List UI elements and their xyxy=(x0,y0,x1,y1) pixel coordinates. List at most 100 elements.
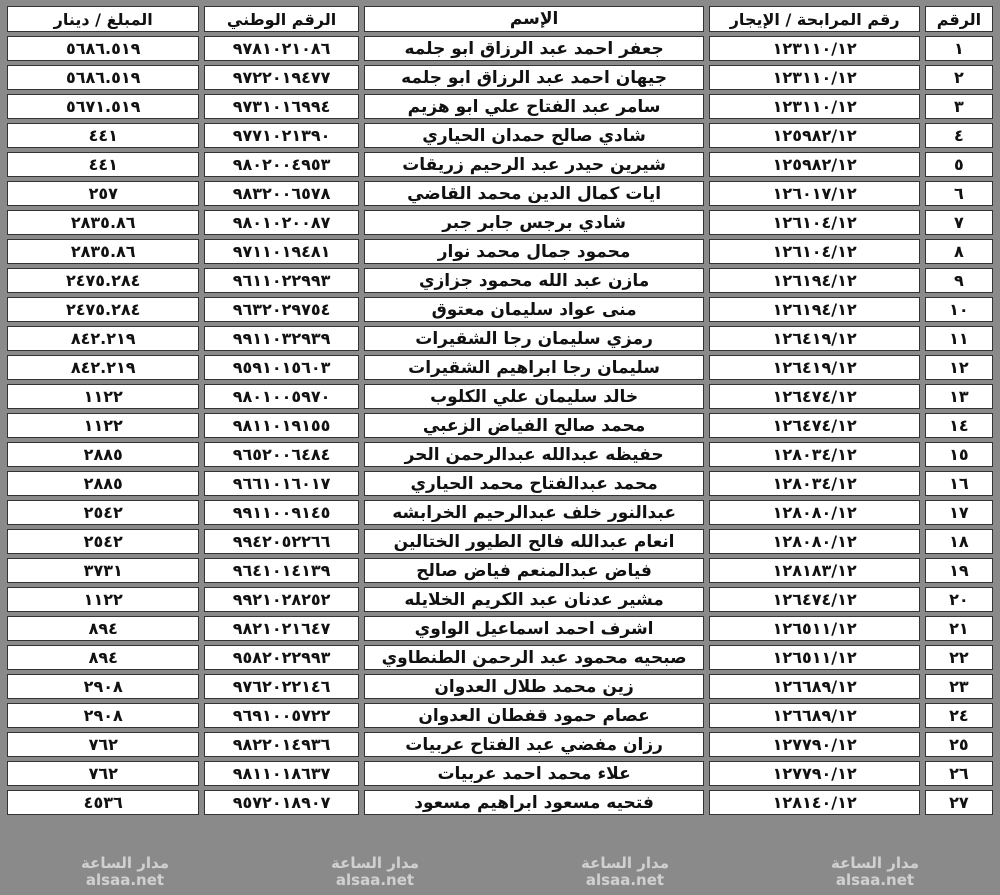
cell-murabaha-number: ١٢٧٧٩٠/١٢ xyxy=(709,761,920,786)
cell-national-id: ٩٨١١٠١٨٦٣٧ xyxy=(204,761,359,786)
cell-murabaha-number: ١٢٦٤١٩/١٢ xyxy=(709,326,920,351)
cell-number: ١٠ xyxy=(924,297,993,322)
cell-murabaha-number: ١٢٦١٠٤/١٢ xyxy=(709,210,920,235)
table-row: ٢ ١٢٣١١٠/١٢ جيهان احمد عبد الرزاق ابو جلمه… xyxy=(7,65,993,90)
watermark-url: alsaa.net xyxy=(335,871,415,889)
cell-number: ١٢ xyxy=(924,355,993,380)
cell-number: ٧ xyxy=(924,210,993,235)
cell-number: ٢١ xyxy=(924,616,993,641)
cell-national-id: ٩٧٧١٠٢١٣٩٠ xyxy=(204,123,359,148)
cell-name: سامر عبد الفتاح علي ابو هزيم xyxy=(363,94,705,119)
cell-national-id: ٩٥٧٢٠١٨٩٠٧ xyxy=(204,790,359,815)
cell-number: ١ xyxy=(924,36,993,61)
cell-name: حفيظه عبدالله عبدالرحمن الحر xyxy=(363,442,705,467)
cell-number: ٤ xyxy=(924,123,993,148)
table-row: ١١ ١٢٦٤١٩/١٢ رمزي سليمان رجا الشقيرات ٩٩١١٠… xyxy=(7,326,993,351)
table-row: ١٧ ١٢٨٠٨٠/١٢ عبدالنور خلف عبدالرحيم الخراب… xyxy=(7,500,993,525)
header-name: الإسم xyxy=(363,6,705,32)
cell-murabaha-number: ١٢٥٩٨٢/١٢ xyxy=(709,152,920,177)
table-row: ١٥ ١٢٨٠٣٤/١٢ حفيظه عبدالله عبدالرحمن الحر ٩… xyxy=(7,442,993,467)
cell-name: شادي برجس جابر جبر xyxy=(363,210,705,235)
cell-national-id: ٩٩١١٠٣٢٩٣٩ xyxy=(204,326,359,351)
cell-national-id: ٩٨٠١٠٠٥٩٧٠ xyxy=(204,384,359,409)
cell-amount: ٥٦٧١.٥١٩ xyxy=(7,94,200,119)
cell-murabaha-number: ١٢٦٦٨٩/١٢ xyxy=(709,674,920,699)
cell-amount: ٢٨٣٥.٨٦ xyxy=(7,210,200,235)
header-murabaha-number: رقم المرابحة / الإيجار xyxy=(709,6,920,32)
cell-murabaha-number: ١٢٣١١٠/١٢ xyxy=(709,94,920,119)
cell-amount: ٢٤٧٥.٢٨٤ xyxy=(7,268,200,293)
cell-national-id: ٩٧٢٢٠١٩٤٧٧ xyxy=(204,65,359,90)
cell-amount: ٥٦٨٦.٥١٩ xyxy=(7,36,200,61)
cell-name: رزان مفضي عبد الفتاح عربيات xyxy=(363,732,705,757)
cell-name: محمود جمال محمد نوار xyxy=(363,239,705,264)
cell-name: زين محمد طلال العدوان xyxy=(363,674,705,699)
cell-number: ٩ xyxy=(924,268,993,293)
cell-name: محمد صالح الفياض الزعبي xyxy=(363,413,705,438)
cell-murabaha-number: ١٢٨٠٣٤/١٢ xyxy=(709,442,920,467)
watermark: مدار الساعة alsaa.net xyxy=(831,855,919,889)
cell-number: ٢٢ xyxy=(924,645,993,670)
table-row: ١٨ ١٢٨٠٨٠/١٢ انعام عبدالله فالح الطيور الخ… xyxy=(7,529,993,554)
cell-murabaha-number: ١٢٨٠٨٠/١٢ xyxy=(709,529,920,554)
watermark-strip: مدار الساعة alsaa.net مدار الساعة alsaa.ne… xyxy=(0,852,1000,892)
cell-murabaha-number: ١٢٦٤١٩/١٢ xyxy=(709,355,920,380)
cell-name: مازن عبد الله محمود جزازي xyxy=(363,268,705,293)
watermark-url: alsaa.net xyxy=(835,871,915,889)
table-row: ٢٤ ١٢٦٦٨٩/١٢ عصام حمود قفطان العدوان ٩٦٩١٠٠… xyxy=(7,703,993,728)
cell-murabaha-number: ١٢٦٥١١/١٢ xyxy=(709,645,920,670)
cell-number: ٢٠ xyxy=(924,587,993,612)
cell-amount: ٢٥٧ xyxy=(7,181,200,206)
cell-amount: ٢٩٠٨ xyxy=(7,703,200,728)
table-row: ١٣ ١٢٦٤٧٤/١٢ خالد سليمان علي الكلوب ٩٨٠١٠٠٥… xyxy=(7,384,993,409)
cell-national-id: ٩٧٨١٠٢١٠٨٦ xyxy=(204,36,359,61)
table-row: ٢١ ١٢٦٥١١/١٢ اشرف احمد اسماعيل الواوي ٩٨٢١٠… xyxy=(7,616,993,641)
cell-national-id: ٩٩١١٠٠٩١٤٥ xyxy=(204,500,359,525)
cell-name: عصام حمود قفطان العدوان xyxy=(363,703,705,728)
cell-amount: ٤٤١ xyxy=(7,123,200,148)
cell-amount: ٢٥٤٢ xyxy=(7,500,200,525)
cell-murabaha-number: ١٢٨٠٣٤/١٢ xyxy=(709,471,920,496)
cell-number: ٨ xyxy=(924,239,993,264)
table-header-row: الرقم رقم المرابحة / الإيجار الإسم الرقم… xyxy=(7,6,993,32)
cell-number: ٦ xyxy=(924,181,993,206)
cell-number: ١٦ xyxy=(924,471,993,496)
table-row: ٣ ١٢٣١١٠/١٢ سامر عبد الفتاح علي ابو هزيم ٩٧… xyxy=(7,94,993,119)
cell-national-id: ٩٦٤١٠١٤١٣٩ xyxy=(204,558,359,583)
header-number: الرقم xyxy=(924,6,993,32)
table-row: ٢٦ ١٢٧٧٩٠/١٢ علاء محمد احمد عربيات ٩٨١١٠١٨٦… xyxy=(7,761,993,786)
cell-national-id: ٩٨٣٢٠٠٦٥٧٨ xyxy=(204,181,359,206)
cell-murabaha-number: ١٢٧٧٩٠/١٢ xyxy=(709,732,920,757)
cell-name: جيهان احمد عبد الرزاق ابو جلمه xyxy=(363,65,705,90)
cell-amount: ٢٨٨٥ xyxy=(7,471,200,496)
cell-number: ٢٣ xyxy=(924,674,993,699)
cell-amount: ٢٨٣٥.٨٦ xyxy=(7,239,200,264)
cell-name: علاء محمد احمد عربيات xyxy=(363,761,705,786)
table-row: ٩ ١٢٦١٩٤/١٢ مازن عبد الله محمود جزازي ٩٦١١٠… xyxy=(7,268,993,293)
cell-amount: ٤٥٣٦ xyxy=(7,790,200,815)
cell-murabaha-number: ١٢٦٤٧٤/١٢ xyxy=(709,413,920,438)
table-row: ٢٥ ١٢٧٧٩٠/١٢ رزان مفضي عبد الفتاح عربيات ٩٨… xyxy=(7,732,993,757)
cell-number: ١١ xyxy=(924,326,993,351)
cell-amount: ٣٧٣١ xyxy=(7,558,200,583)
watermark-url: alsaa.net xyxy=(585,871,665,889)
cell-amount: ٨٤٢.٢١٩ xyxy=(7,326,200,351)
cell-murabaha-number: ١٢٣١١٠/١٢ xyxy=(709,36,920,61)
beneficiaries-table: الرقم رقم المرابحة / الإيجار الإسم الرقم… xyxy=(2,2,998,819)
cell-name: صبحيه محمود عبد الرحمن الطنطاوي xyxy=(363,645,705,670)
table-row: ٢٠ ١٢٦٤٧٤/١٢ مشير عدنان عبد الكريم الخلايل… xyxy=(7,587,993,612)
watermark: مدار الساعة alsaa.net xyxy=(581,855,669,889)
table-row: ١٩ ١٢٨١٨٣/١٢ فياض عبدالمنعم فياض صالح ٩٦٤١٠… xyxy=(7,558,993,583)
cell-name: رمزي سليمان رجا الشقيرات xyxy=(363,326,705,351)
cell-name: انعام عبدالله فالح الطيور الختالين xyxy=(363,529,705,554)
watermark-text: مدار الساعة xyxy=(581,854,669,872)
cell-murabaha-number: ١٢٥٩٨٢/١٢ xyxy=(709,123,920,148)
cell-number: ٢٦ xyxy=(924,761,993,786)
table-row: ٥ ١٢٥٩٨٢/١٢ شيرين حيدر عبد الرحيم زريقات ٩٨… xyxy=(7,152,993,177)
cell-name: جعفر احمد عبد الرزاق ابو جلمه xyxy=(363,36,705,61)
cell-murabaha-number: ١٢٨٠٨٠/١٢ xyxy=(709,500,920,525)
cell-amount: ٢٥٤٢ xyxy=(7,529,200,554)
table-row: ١ ١٢٣١١٠/١٢ جعفر احمد عبد الرزاق ابو جلمه ٩… xyxy=(7,36,993,61)
cell-national-id: ٩٥٨٢٠٢٢٩٩٣ xyxy=(204,645,359,670)
cell-name: اشرف احمد اسماعيل الواوي xyxy=(363,616,705,641)
